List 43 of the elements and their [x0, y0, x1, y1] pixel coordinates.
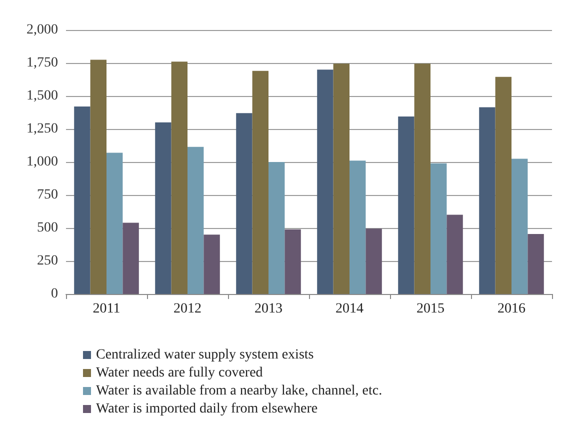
y-tick-label: 750	[37, 188, 58, 202]
y-tick-label: 2,000	[26, 22, 58, 38]
bar	[236, 113, 252, 294]
x-tick-label: 2014	[336, 302, 364, 316]
y-tick-label: 1,750	[26, 56, 58, 70]
bar	[366, 228, 382, 294]
bar	[284, 229, 301, 294]
bar	[317, 70, 334, 294]
bar	[479, 107, 496, 294]
bar	[350, 160, 366, 294]
bar	[106, 152, 123, 294]
y-tick-label: 500	[37, 220, 58, 236]
x-tick-label: 2011	[92, 302, 120, 316]
bar	[414, 64, 430, 294]
bar	[188, 146, 204, 294]
bar	[495, 76, 512, 294]
x-tick-label: 2013	[254, 302, 282, 316]
bar	[74, 106, 90, 294]
y-tick-label: 250	[37, 254, 58, 268]
legend-label: Centralized water supply system exists	[96, 348, 314, 362]
legend-label: Water is available from a nearby lake, channel, etc.	[96, 384, 382, 398]
y-tick-label: 1,500	[26, 88, 58, 104]
bar	[268, 162, 285, 294]
legend-label: Water is imported daily from elsewhere	[96, 402, 318, 416]
bar	[90, 60, 106, 294]
bar	[204, 234, 220, 294]
x-tick-label: 2016	[498, 302, 526, 316]
bar	[171, 62, 188, 294]
x-tick-label: 2015	[416, 302, 444, 316]
bar	[333, 64, 350, 294]
bar	[252, 70, 268, 294]
bar	[528, 234, 544, 294]
bar	[398, 116, 414, 294]
bar	[446, 214, 463, 294]
y-tick-label: 1,250	[26, 122, 58, 136]
legend-label: Water needs are fully covered	[96, 366, 263, 380]
y-tick-label: 1,000	[26, 154, 58, 170]
bar	[430, 163, 447, 294]
bar	[122, 222, 139, 294]
y-tick-label: 0	[51, 286, 58, 302]
x-tick-label: 2012	[174, 302, 202, 316]
bar	[512, 158, 528, 294]
bar	[155, 122, 172, 294]
